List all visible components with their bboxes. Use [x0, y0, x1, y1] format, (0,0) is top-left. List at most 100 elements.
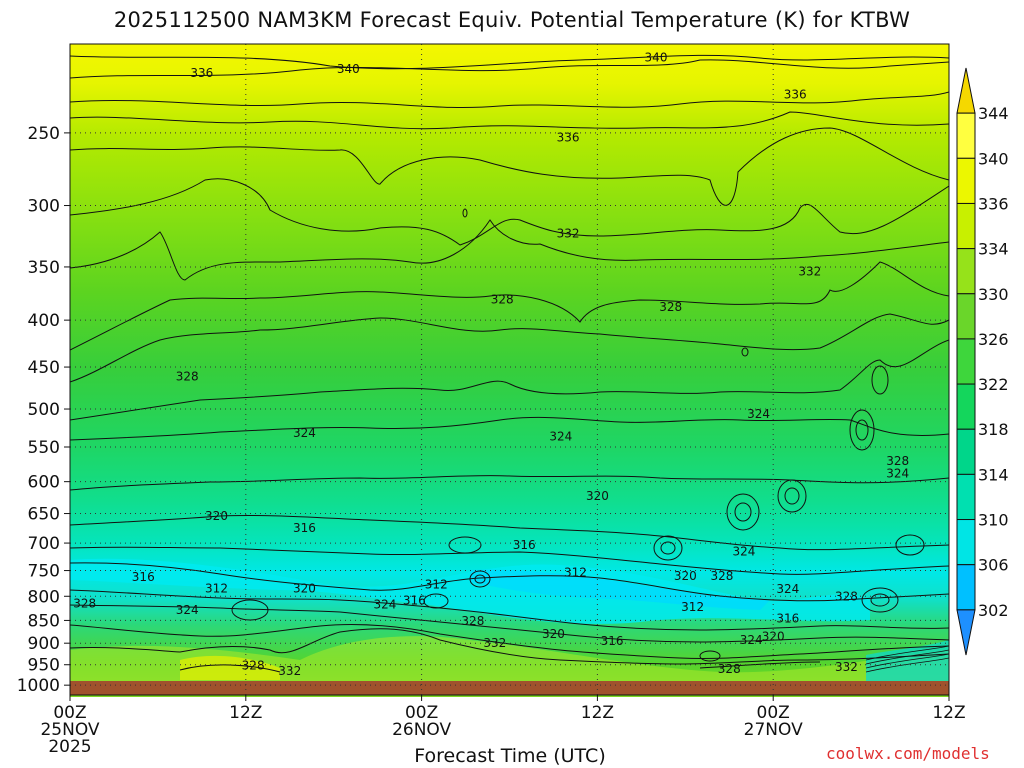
cool-surface-patch — [866, 640, 949, 685]
colorbar-level-label: 302 — [978, 601, 1009, 620]
cyan-core — [470, 569, 770, 610]
colorbar-level-label: 334 — [978, 240, 1009, 259]
contour-340-top — [70, 54, 949, 70]
surface-band-3 — [865, 653, 949, 669]
contour-label: 324 — [293, 426, 316, 440]
y-tick-label: 250 — [28, 124, 60, 144]
cell-h — [861, 587, 899, 613]
cell-c-inner — [734, 502, 752, 522]
x-tick-label-l1: 12Z — [229, 703, 262, 723]
contour-label: 316 — [293, 521, 316, 535]
contour-label: 316 — [513, 538, 536, 552]
contour-332-lower — [70, 219, 949, 281]
contour-label: 316 — [601, 634, 624, 648]
cell-g — [895, 534, 925, 556]
contour-336-upper — [70, 91, 949, 109]
x-tick-label-l1: 00Z — [757, 703, 790, 723]
contour-label: 320 — [293, 582, 316, 596]
contour-label: 324 — [549, 430, 572, 444]
y-tick-label: 300 — [28, 197, 60, 217]
contour-334 — [70, 127, 949, 206]
colorbar-swatch — [956, 112, 976, 159]
contour-label: 312 — [681, 600, 704, 614]
y-tick-label: 700 — [28, 534, 60, 554]
x-tick-label-l2: 27NOV — [744, 720, 803, 740]
cell-j — [448, 536, 482, 554]
x-tick-label-l1: 12Z — [581, 703, 614, 723]
contour-328 — [70, 313, 949, 383]
y-tick-label: 1000 — [17, 676, 60, 696]
contour-label: 316 — [132, 570, 155, 584]
colorbar-level-label: 340 — [978, 149, 1009, 168]
cell-k — [741, 347, 749, 357]
colorbar-level-label: 322 — [978, 375, 1009, 394]
contour-label: 320 — [586, 489, 609, 503]
contour-label: 336 — [784, 87, 807, 101]
chart-title: 2025112500 NAM3KM Forecast Equiv. Potent… — [113, 8, 911, 32]
cell-b — [653, 535, 683, 561]
colorbar-level-label: 326 — [978, 330, 1009, 349]
colorbar-level-label: 344 — [978, 104, 1009, 123]
contour-label: 340 — [337, 62, 360, 76]
contour-label: 320 — [542, 627, 565, 641]
y-tick-label: 650 — [28, 505, 60, 525]
surface-band-2 — [865, 649, 949, 665]
contour-label: 324 — [176, 603, 199, 617]
y-tick-label: 550 — [28, 438, 60, 458]
hot-surface-layer — [180, 655, 280, 680]
colorbar-level-label: 330 — [978, 285, 1009, 304]
x-tick-label-l1: 00Z — [53, 703, 86, 723]
colorbar-level-label: 318 — [978, 420, 1009, 439]
contour-label: 336 — [557, 131, 580, 145]
colorbar-swatch — [956, 202, 976, 250]
cell-d — [777, 479, 807, 513]
gridlines — [70, 44, 949, 695]
surface-band-1 — [865, 645, 949, 661]
y-tick-label: 800 — [28, 587, 60, 607]
colorbar-level-label: 306 — [978, 556, 1009, 575]
surface-band-4 — [865, 657, 949, 673]
contour-332 — [70, 178, 949, 246]
cell-l — [462, 208, 468, 218]
plot-frame — [69, 43, 950, 696]
y-tick-label: 350 — [28, 258, 60, 278]
x-tick-label-l1: 12Z — [932, 703, 965, 723]
y-tick-label: 900 — [28, 634, 60, 654]
y-tick-label: 450 — [28, 358, 60, 378]
colorbar-swatch — [956, 564, 976, 611]
contour-324 — [70, 416, 949, 441]
low-theta-e-layer — [70, 558, 870, 625]
colorbar-bottom-arrow — [956, 609, 976, 656]
contour-label: 320 — [205, 509, 228, 523]
colorbar-level-label: 310 — [978, 511, 1009, 530]
cell-a-inner — [474, 574, 486, 584]
contour-label: 320 — [674, 569, 697, 583]
contour-320-lower — [70, 604, 949, 643]
colorbar-swatch — [956, 157, 976, 204]
surface-contour-band — [865, 645, 949, 673]
colorbar-swatch — [956, 293, 976, 340]
colorbar-swatch — [956, 383, 976, 430]
warm-lower-layer — [70, 636, 949, 690]
contour-label: 320 — [762, 629, 785, 643]
contour-340 — [70, 59, 949, 79]
contour-label: 324 — [776, 582, 799, 596]
cell-h-inner — [870, 593, 890, 607]
contour-label: 312 — [205, 582, 228, 596]
colorbar-swatch — [956, 338, 976, 385]
contour-label: 328 — [491, 293, 514, 307]
contour-label: 324 — [740, 633, 763, 647]
contour-label: 324 — [886, 467, 909, 481]
contour-label: 328 — [886, 454, 909, 468]
contour-label: 332 — [798, 264, 821, 278]
contour-label: 332 — [557, 227, 580, 241]
contour-326 — [70, 339, 949, 421]
cell-e-inner — [855, 419, 869, 441]
contour-label: 328 — [176, 370, 199, 384]
colorbar-level-label: 314 — [978, 465, 1009, 484]
contour-label: 332 — [483, 636, 506, 650]
contour-label: 332 — [278, 664, 301, 678]
contour-label: 340 — [645, 51, 668, 65]
y-tick-label: 850 — [28, 611, 60, 631]
